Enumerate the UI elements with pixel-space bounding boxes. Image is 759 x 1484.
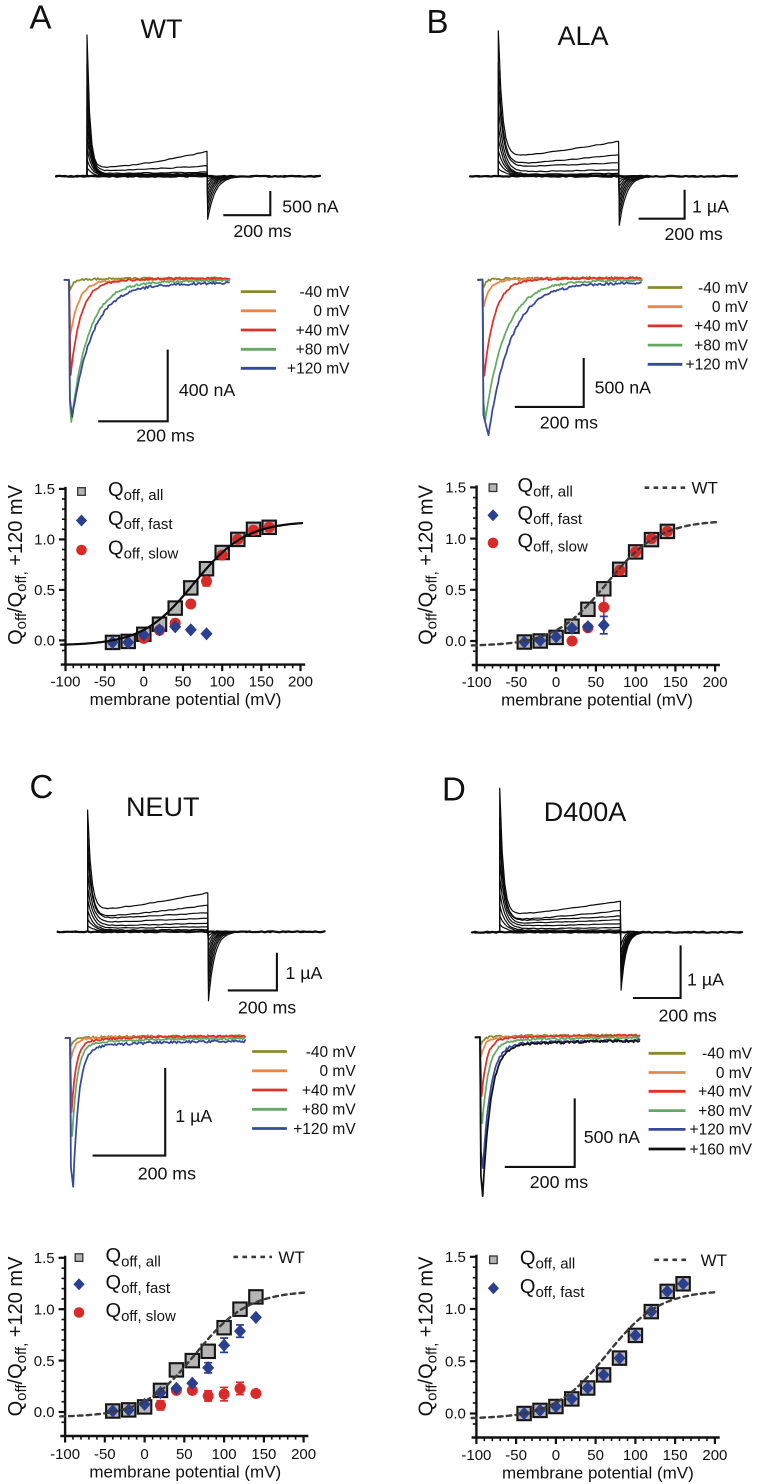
svg-text:0.5: 0.5	[445, 582, 466, 599]
svg-text:1.5: 1.5	[34, 481, 55, 498]
svg-text:+80 mV: +80 mV	[302, 1102, 357, 1119]
svg-text:200 ms: 200 ms	[138, 1164, 196, 1184]
svg-text:0 mV: 0 mV	[712, 299, 749, 316]
svg-text:1.5: 1.5	[34, 1250, 55, 1267]
svg-text:-40 mV: -40 mV	[698, 280, 749, 297]
svg-text:100: 100	[623, 1447, 648, 1464]
svg-text:1.0: 1.0	[445, 531, 466, 548]
svg-text:100: 100	[212, 1446, 237, 1463]
svg-text:200 ms: 200 ms	[659, 1006, 717, 1026]
svg-text:+120 mV: +120 mV	[686, 357, 749, 374]
svg-text:50: 50	[587, 1447, 604, 1464]
svg-text:0: 0	[140, 674, 148, 691]
svg-text:+120 mV: +120 mV	[293, 1121, 356, 1138]
svg-text:membrane potential (mV): membrane potential (mV)	[89, 1463, 281, 1482]
svg-text:0.0: 0.0	[445, 1406, 466, 1423]
svg-text:0 mV: 0 mV	[320, 1063, 357, 1080]
svg-text:-40 mV: -40 mV	[306, 1044, 357, 1061]
svg-text:ALA: ALA	[557, 21, 608, 51]
svg-text:-40 mV: -40 mV	[300, 284, 351, 301]
svg-text:100: 100	[623, 674, 648, 691]
svg-text:-50: -50	[94, 674, 116, 691]
svg-text:200: 200	[703, 674, 728, 691]
svg-text:0.5: 0.5	[445, 1354, 466, 1371]
svg-text:+120 mV: +120 mV	[287, 361, 350, 378]
svg-text:WT: WT	[692, 479, 718, 498]
svg-text:+80 mV: +80 mV	[694, 337, 749, 354]
svg-text:1 µA: 1 µA	[687, 970, 724, 990]
svg-text:membrane potential (mV): membrane potential (mV)	[90, 690, 282, 709]
svg-text:0: 0	[552, 674, 560, 691]
svg-text:0 mV: 0 mV	[716, 1065, 753, 1082]
svg-text:1 µA: 1 µA	[692, 197, 729, 217]
svg-text:0: 0	[140, 1446, 148, 1463]
svg-text:+80 mV: +80 mV	[698, 1103, 753, 1120]
svg-text:+80 mV: +80 mV	[296, 342, 351, 359]
svg-text:150: 150	[663, 674, 688, 691]
svg-text:200 ms: 200 ms	[238, 998, 296, 1018]
svg-text:200: 200	[288, 674, 313, 691]
svg-text:500 nA: 500 nA	[595, 378, 651, 398]
svg-text:NEUT: NEUT	[126, 792, 200, 822]
svg-text:A: A	[30, 0, 52, 36]
svg-text:+40 mV: +40 mV	[694, 318, 749, 335]
svg-text:150: 150	[249, 674, 274, 691]
svg-text:1.0: 1.0	[34, 1301, 55, 1318]
svg-text:0.0: 0.0	[34, 633, 55, 650]
svg-text:Qoff/Qoff, +120 mV: Qoff/Qoff, +120 mV	[5, 484, 30, 644]
svg-text:D: D	[442, 771, 466, 808]
svg-text:100: 100	[210, 674, 235, 691]
svg-text:200 ms: 200 ms	[136, 426, 194, 446]
svg-text:0.0: 0.0	[445, 633, 466, 650]
svg-text:-100: -100	[50, 1446, 80, 1463]
svg-text:0.5: 0.5	[34, 1353, 55, 1370]
svg-text:membrane potential (mV): membrane potential (mV)	[502, 1464, 694, 1483]
svg-text:B: B	[427, 3, 449, 40]
svg-text:150: 150	[251, 1446, 276, 1463]
svg-text:-100: -100	[462, 674, 492, 691]
svg-text:-50: -50	[506, 674, 528, 691]
svg-text:0.5: 0.5	[34, 582, 55, 599]
svg-text:0: 0	[552, 1447, 560, 1464]
svg-text:1 µA: 1 µA	[175, 1106, 212, 1126]
svg-text:+40 mV: +40 mV	[302, 1082, 357, 1099]
svg-text:0 mV: 0 mV	[313, 303, 350, 320]
svg-text:200 ms: 200 ms	[540, 413, 598, 433]
svg-text:-50: -50	[94, 1446, 116, 1463]
svg-text:1.0: 1.0	[34, 532, 55, 549]
svg-text:200 ms: 200 ms	[665, 224, 723, 244]
svg-text:0.0: 0.0	[34, 1404, 55, 1421]
svg-text:+40 mV: +40 mV	[698, 1084, 753, 1101]
svg-text:-100: -100	[50, 674, 80, 691]
svg-text:WT: WT	[278, 1248, 304, 1267]
svg-text:1 µA: 1 µA	[285, 963, 322, 983]
svg-text:400 nA: 400 nA	[179, 380, 235, 400]
svg-text:200: 200	[291, 1446, 316, 1463]
svg-text:-40 mV: -40 mV	[702, 1046, 753, 1063]
svg-text:1.5: 1.5	[445, 480, 466, 497]
svg-text:500 nA: 500 nA	[584, 1127, 640, 1147]
svg-text:-100: -100	[461, 1447, 491, 1464]
svg-text:200 ms: 200 ms	[233, 221, 291, 241]
svg-text:1.0: 1.0	[445, 1301, 466, 1318]
svg-text:WT: WT	[141, 14, 183, 44]
svg-text:150: 150	[663, 1447, 688, 1464]
svg-text:+120 mV: +120 mV	[690, 1122, 753, 1139]
svg-text:200 ms: 200 ms	[530, 1172, 588, 1192]
svg-text:50: 50	[175, 674, 192, 691]
svg-text:50: 50	[588, 674, 605, 691]
svg-text:-50: -50	[505, 1447, 527, 1464]
svg-text:50: 50	[176, 1446, 193, 1463]
svg-text:+40 mV: +40 mV	[296, 322, 351, 339]
svg-text:WT: WT	[701, 1251, 727, 1270]
svg-text:500 nA: 500 nA	[282, 197, 338, 217]
svg-text:membrane potential (mV): membrane potential (mV)	[501, 691, 693, 710]
svg-text:C: C	[30, 768, 54, 805]
svg-text:1.5: 1.5	[445, 1249, 466, 1266]
svg-text:+160 mV: +160 mV	[690, 1141, 753, 1158]
svg-text:200: 200	[702, 1447, 727, 1464]
svg-text:D400A: D400A	[544, 797, 627, 827]
